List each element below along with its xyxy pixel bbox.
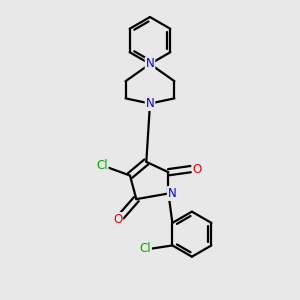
Text: O: O	[193, 163, 202, 176]
Text: O: O	[113, 213, 122, 226]
Text: N: N	[146, 58, 154, 70]
Text: N: N	[168, 187, 177, 200]
Text: N: N	[146, 97, 154, 110]
Text: Cl: Cl	[96, 159, 108, 172]
Text: Cl: Cl	[139, 242, 151, 255]
